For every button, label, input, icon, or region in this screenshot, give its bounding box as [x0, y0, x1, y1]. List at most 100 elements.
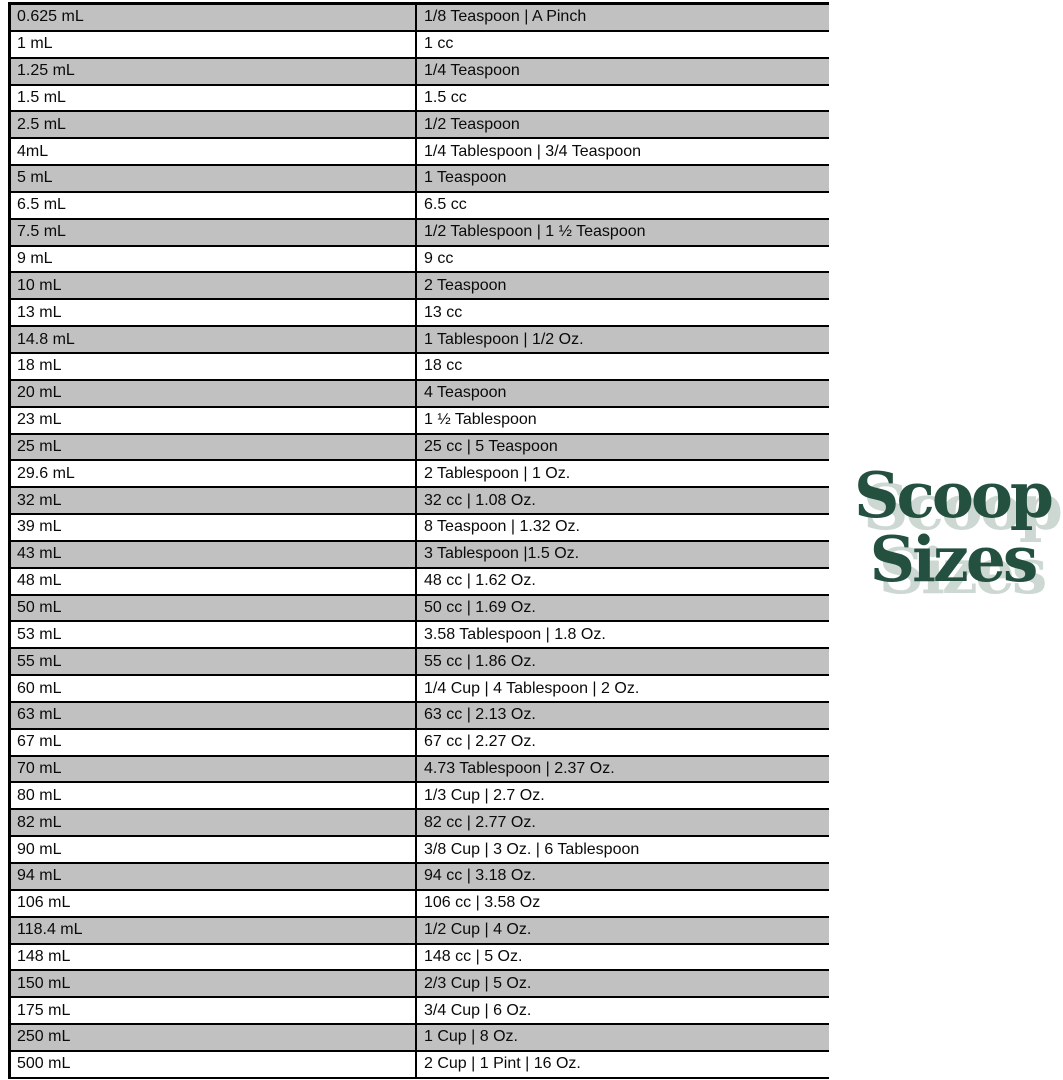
ml-cell: 80 mL: [11, 783, 417, 809]
table-row: 150 mL 2/3 Cup | 5 Oz.: [11, 971, 829, 999]
ml-cell: 118.4 mL: [11, 917, 417, 943]
table-row: 55 mL 55 cc | 1.86 Oz.: [11, 649, 829, 677]
conversion-cell: 9 cc: [424, 250, 454, 268]
conversion-table: 0.625 mL 1/8 Teaspoon | A Pinch 1 mL 1 c…: [8, 2, 829, 1079]
ml-cell: 20 mL: [11, 380, 417, 406]
logo-line-2: Sizes: [869, 522, 1039, 596]
conversion-cell: 13 cc: [424, 303, 463, 321]
conversion-cell: 1.5 cc: [424, 88, 467, 106]
table-row: 70 mL 4.73 Tablespoon | 2.37 Oz.: [11, 756, 829, 784]
table-row: 2.5 mL 1/2 Teaspoon: [11, 112, 829, 140]
table-row: 32 mL 32 cc | 1.08 Oz.: [11, 488, 829, 516]
table-row: 29.6 mL 2 Tablespoon | 1 Oz.: [11, 461, 829, 489]
table-row: 82 mL 82 cc | 2.77 Oz.: [11, 810, 829, 838]
table-row: 13 mL 13 cc: [11, 300, 829, 328]
ml-cell: 82 mL: [11, 810, 417, 836]
conversion-cell: 1 cc: [424, 35, 454, 53]
ml-cell: 106 mL: [11, 890, 417, 916]
ml-cell: 50 mL: [11, 595, 417, 621]
ml-cell: 53 mL: [11, 622, 417, 648]
table-row: 23 mL 1 ½ Tablespoon: [11, 407, 829, 435]
table-row: 6.5 mL 6.5 cc: [11, 192, 829, 220]
conversion-cell: 3.58 Tablespoon | 1.8 Oz.: [424, 625, 606, 643]
conversion-cell: 1 Teaspoon: [424, 169, 507, 187]
ml-cell: 1.5 mL: [11, 85, 417, 111]
ml-cell: 43 mL: [11, 541, 417, 567]
table-row: 20 mL 4 Teaspoon: [11, 380, 829, 408]
table-row: 1 mL 1 cc: [11, 31, 829, 59]
ml-cell: 175 mL: [11, 998, 417, 1024]
table-row: 148 mL 148 cc | 5 Oz.: [11, 944, 829, 972]
table-row: 48 mL 48 cc | 1.62 Oz.: [11, 568, 829, 596]
conversion-cell: 55 cc | 1.86 Oz.: [424, 652, 536, 670]
ml-cell: 32 mL: [11, 488, 417, 514]
table-row: 1.5 mL 1.5 cc: [11, 85, 829, 113]
ml-cell: 10 mL: [11, 273, 417, 299]
conversion-cell: 1/4 Teaspoon: [424, 62, 520, 80]
ml-cell: 94 mL: [11, 864, 417, 889]
conversion-cell: 3/4 Cup | 6 Oz.: [424, 1001, 532, 1019]
table-row: 25 mL 25 cc | 5 Teaspoon: [11, 434, 829, 462]
ml-cell: 9 mL: [11, 246, 417, 272]
table-row: 5 mL 1 Teaspoon: [11, 166, 829, 193]
conversion-cell: 3/8 Cup | 3 Oz. | 6 Tablespoon: [424, 840, 640, 858]
table-row: 7.5 mL 1/2 Tablespoon | 1 ½ Teaspoon: [11, 219, 829, 247]
ml-cell: 1 mL: [11, 31, 417, 57]
conversion-cell: 1/2 Teaspoon: [424, 115, 520, 133]
ml-cell: 29.6 mL: [11, 461, 417, 487]
conversion-cell: 1 ½ Tablespoon: [424, 411, 537, 429]
conversion-cell: 2 Teaspoon: [424, 276, 507, 294]
ml-cell: 67 mL: [11, 729, 417, 755]
conversion-cell: 50 cc | 1.69 Oz.: [424, 598, 536, 616]
conversion-cell: 2 Tablespoon | 1 Oz.: [424, 464, 571, 482]
conversion-cell: 63 cc | 2.13 Oz.: [424, 706, 536, 724]
conversion-cell: 4 Teaspoon: [424, 384, 507, 402]
conversion-cell: 2 Cup | 1 Pint | 16 Oz.: [424, 1055, 581, 1073]
table-row: 1.25 mL 1/4 Teaspoon: [11, 58, 829, 86]
ml-cell: 48 mL: [11, 568, 417, 594]
conversion-cell: 32 cc | 1.08 Oz.: [424, 491, 536, 509]
table-row: 53 mL 3.58 Tablespoon | 1.8 Oz.: [11, 622, 829, 650]
conversion-cell: 4.73 Tablespoon | 2.37 Oz.: [424, 760, 615, 778]
conversion-cell: 2/3 Cup | 5 Oz.: [424, 974, 532, 992]
conversion-cell: 1/2 Tablespoon | 1 ½ Teaspoon: [424, 223, 646, 241]
ml-cell: 90 mL: [11, 837, 417, 862]
table-row: 250 mL 1 Cup | 8 Oz.: [11, 1025, 829, 1052]
ml-cell: 150 mL: [11, 971, 417, 997]
ml-cell: 39 mL: [11, 515, 417, 540]
conversion-cell: 1/2 Cup | 4 Oz.: [424, 921, 532, 939]
conversion-cell: 18 cc: [424, 357, 463, 375]
table-row: 175 mL 3/4 Cup | 6 Oz.: [11, 998, 829, 1026]
ml-cell: 2.5 mL: [11, 112, 417, 138]
conversion-cell: 67 cc | 2.27 Oz.: [424, 733, 536, 751]
table-row: 500 mL 2 Cup | 1 Pint | 16 Oz.: [11, 1051, 829, 1079]
conversion-cell: 8 Teaspoon | 1.32 Oz.: [424, 518, 580, 536]
ml-cell: 250 mL: [11, 1025, 417, 1050]
table-row: 10 mL 2 Teaspoon: [11, 273, 829, 301]
conversion-cell: 82 cc | 2.77 Oz.: [424, 813, 536, 831]
conversion-cell: 106 cc | 3.58 Oz: [424, 894, 541, 912]
ml-cell: 55 mL: [11, 649, 417, 675]
table-row: 0.625 mL 1/8 Teaspoon | A Pinch: [11, 5, 829, 32]
table-row: 50 mL 50 cc | 1.69 Oz.: [11, 595, 829, 623]
table-row: 39 mL 8 Teaspoon | 1.32 Oz.: [11, 515, 829, 542]
ml-cell: 0.625 mL: [11, 5, 417, 30]
ml-cell: 63 mL: [11, 702, 417, 728]
conversion-cell: 3 Tablespoon |1.5 Oz.: [424, 545, 580, 563]
table-row: 118.4 mL 1/2 Cup | 4 Oz.: [11, 917, 829, 945]
ml-cell: 500 mL: [11, 1051, 417, 1077]
logo-line-1: Scoop: [854, 458, 1054, 532]
ml-cell: 5 mL: [11, 166, 417, 191]
ml-cell: 1.25 mL: [11, 58, 417, 84]
conversion-cell: 25 cc | 5 Teaspoon: [424, 437, 558, 455]
ml-cell: 7.5 mL: [11, 219, 417, 245]
ml-cell: 13 mL: [11, 300, 417, 326]
conversion-cell: 94 cc | 3.18 Oz.: [424, 867, 536, 885]
conversion-cell: 1/4 Tablespoon | 3/4 Teaspoon: [424, 142, 642, 160]
table-row: 60 mL 1/4 Cup | 4 Tablespoon | 2 Oz.: [11, 676, 829, 703]
conversion-cell: 1/4 Cup | 4 Tablespoon | 2 Oz.: [424, 679, 640, 697]
scoop-sizes-logo: Scoop Sizes: [842, 463, 1063, 591]
conversion-cell: 1/3 Cup | 2.7 Oz.: [424, 786, 545, 804]
table-row: 106 mL 106 cc | 3.58 Oz: [11, 890, 829, 918]
ml-cell: 60 mL: [11, 676, 417, 701]
